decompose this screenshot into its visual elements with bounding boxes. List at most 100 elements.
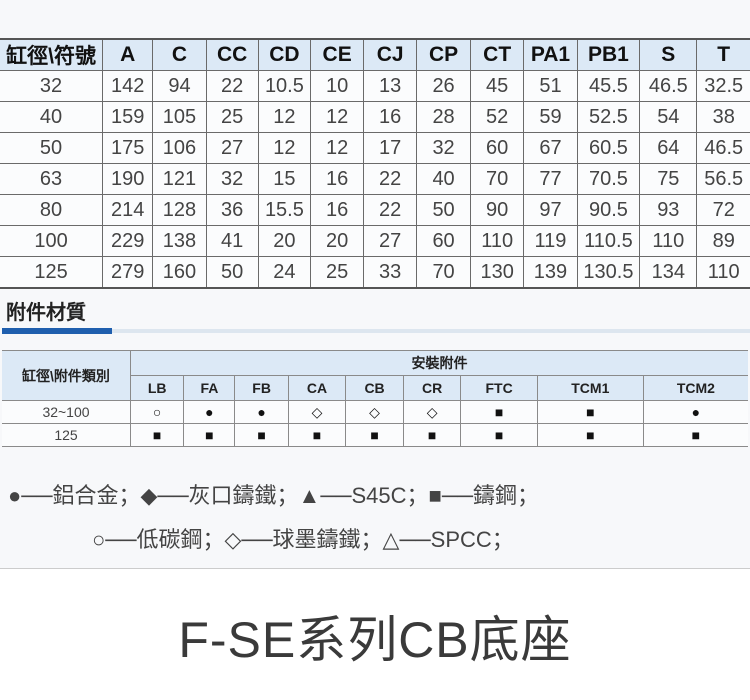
accessory-row: 32~100 ○ ● ● ◇ ◇ ◇ ■ ■ ●: [2, 400, 748, 424]
table-cell: 16: [363, 101, 418, 133]
table-cell: 130: [470, 256, 525, 289]
column-header: CE: [310, 38, 365, 71]
material-mark: ■: [183, 423, 236, 447]
material-mark: ■: [402, 423, 462, 447]
table-cell: 64: [639, 132, 698, 164]
table-cell: 32: [205, 163, 259, 195]
table-cell: 72: [696, 194, 750, 226]
accessory-column-header: TCM2: [642, 375, 748, 401]
table-cell: 13: [363, 70, 418, 102]
table-cell: 25: [205, 101, 259, 133]
table-cell: 32.5: [696, 70, 750, 102]
material-mark: ●: [234, 400, 289, 424]
table-cell: 60: [470, 132, 525, 164]
table-cell: 16: [310, 163, 365, 195]
table-cell: 125: [0, 256, 104, 289]
table-cell: 134: [639, 256, 698, 289]
legend-line-2: ○──低碳鋼；◇──球墨鑄鐵；△──SPCC；: [92, 527, 514, 552]
accessory-column-header: FB: [234, 375, 289, 401]
material-mark: ■: [234, 423, 289, 447]
table-cell: 32: [416, 132, 472, 164]
material-mark: ■: [460, 400, 538, 424]
material-mark: ■: [642, 423, 748, 447]
table-cell: 12: [310, 101, 365, 133]
table-cell: 119: [523, 225, 578, 257]
accessory-column-header: CB: [345, 375, 404, 401]
table-cell: 32: [0, 70, 104, 102]
table-cell: 17: [363, 132, 418, 164]
column-header: C: [152, 38, 207, 71]
table-row: 50 175 106 27 12 12 17 32 60 67 60.5 64 46.5: [0, 132, 750, 164]
table-cell: 40: [0, 101, 104, 133]
section-title: 附件材質: [6, 302, 86, 324]
material-mark: ■: [129, 423, 185, 447]
table-cell: 160: [152, 256, 207, 289]
table-cell: 106: [152, 132, 207, 164]
table-cell: 20: [310, 225, 365, 257]
material-mark: ■: [536, 423, 644, 447]
column-header: S: [639, 38, 698, 71]
table-cell: 138: [152, 225, 207, 257]
table-cell: 10: [310, 70, 365, 102]
table-cell: 22: [205, 70, 259, 102]
table-cell: 110: [470, 225, 525, 257]
material-mark: ○: [129, 400, 185, 424]
table-cell: 54: [639, 101, 698, 133]
accessory-column-header: TCM1: [536, 375, 644, 401]
table-cell: 70: [470, 163, 525, 195]
table-cell: 24: [257, 256, 312, 289]
section-divider: [112, 329, 750, 333]
table-cell: 90: [470, 194, 525, 226]
bore-cell: 125: [2, 423, 131, 447]
table-cell: 60: [416, 225, 472, 257]
table-cell: 12: [310, 132, 365, 164]
column-header: PB1: [576, 38, 641, 71]
table-row: 125 279 160 50 24 25 33 70 130 139 130.5 134 110: [0, 256, 750, 289]
accessory-column-header: FTC: [460, 375, 538, 401]
material-mark: ◇: [345, 400, 404, 424]
table-cell: 94: [152, 70, 207, 102]
table-cell: 33: [363, 256, 418, 289]
table-cell: 142: [102, 70, 154, 102]
column-header: CJ: [363, 38, 418, 71]
table-cell: 28: [416, 101, 472, 133]
table-cell: 41: [205, 225, 259, 257]
group-header: 安裝附件: [130, 350, 748, 376]
table-cell: 229: [102, 225, 154, 257]
accessory-column-header: CR: [402, 375, 462, 401]
dimension-header-row: 缸徑\符號 A C CC CD CE CJ CP CT PA1 PB1 S T: [0, 38, 750, 71]
table-cell: 50: [416, 194, 472, 226]
table-cell: 100: [0, 225, 104, 257]
table-cell: 75: [639, 163, 698, 195]
table-cell: 110: [639, 225, 698, 257]
accessory-column-header: LB: [130, 375, 185, 401]
column-header: PA1: [523, 38, 578, 71]
table-row: 80 214 128 36 15.5 16 22 50 90 97 90.5 93 72: [0, 194, 750, 226]
column-header: CD: [257, 38, 312, 71]
table-cell: 12: [257, 101, 312, 133]
material-mark: ●: [642, 400, 748, 424]
table-cell: 110: [696, 256, 750, 289]
material-mark: ◇: [402, 400, 462, 424]
table-cell: 15.5: [257, 194, 312, 226]
material-mark: ●: [183, 400, 236, 424]
section-accent-bar: [2, 328, 112, 334]
table-cell: 15: [257, 163, 312, 195]
column-header: CT: [470, 38, 525, 71]
table-cell: 105: [152, 101, 207, 133]
table-cell: 22: [363, 163, 418, 195]
material-mark: ■: [345, 423, 404, 447]
table-row: 63 190 121 32 15 16 22 40 70 77 70.5 75 56.5: [0, 163, 750, 195]
table-cell: 60.5: [576, 132, 641, 164]
table-cell: 89: [696, 225, 750, 257]
table-row: 40 159 105 25 12 12 16 28 52 59 52.5 54 38: [0, 101, 750, 133]
table-cell: 63: [0, 163, 104, 195]
material-mark: ■: [287, 423, 347, 447]
column-header: A: [102, 38, 154, 71]
table-cell: 46.5: [696, 132, 750, 164]
legend-line-1: ●──鋁合金；◆──灰口鑄鐵；▲──S45C；■──鑄鋼；: [8, 483, 539, 508]
table-cell: 26: [416, 70, 472, 102]
table-cell: 159: [102, 101, 154, 133]
table-cell: 20: [257, 225, 312, 257]
material-mark: ◇: [287, 400, 347, 424]
